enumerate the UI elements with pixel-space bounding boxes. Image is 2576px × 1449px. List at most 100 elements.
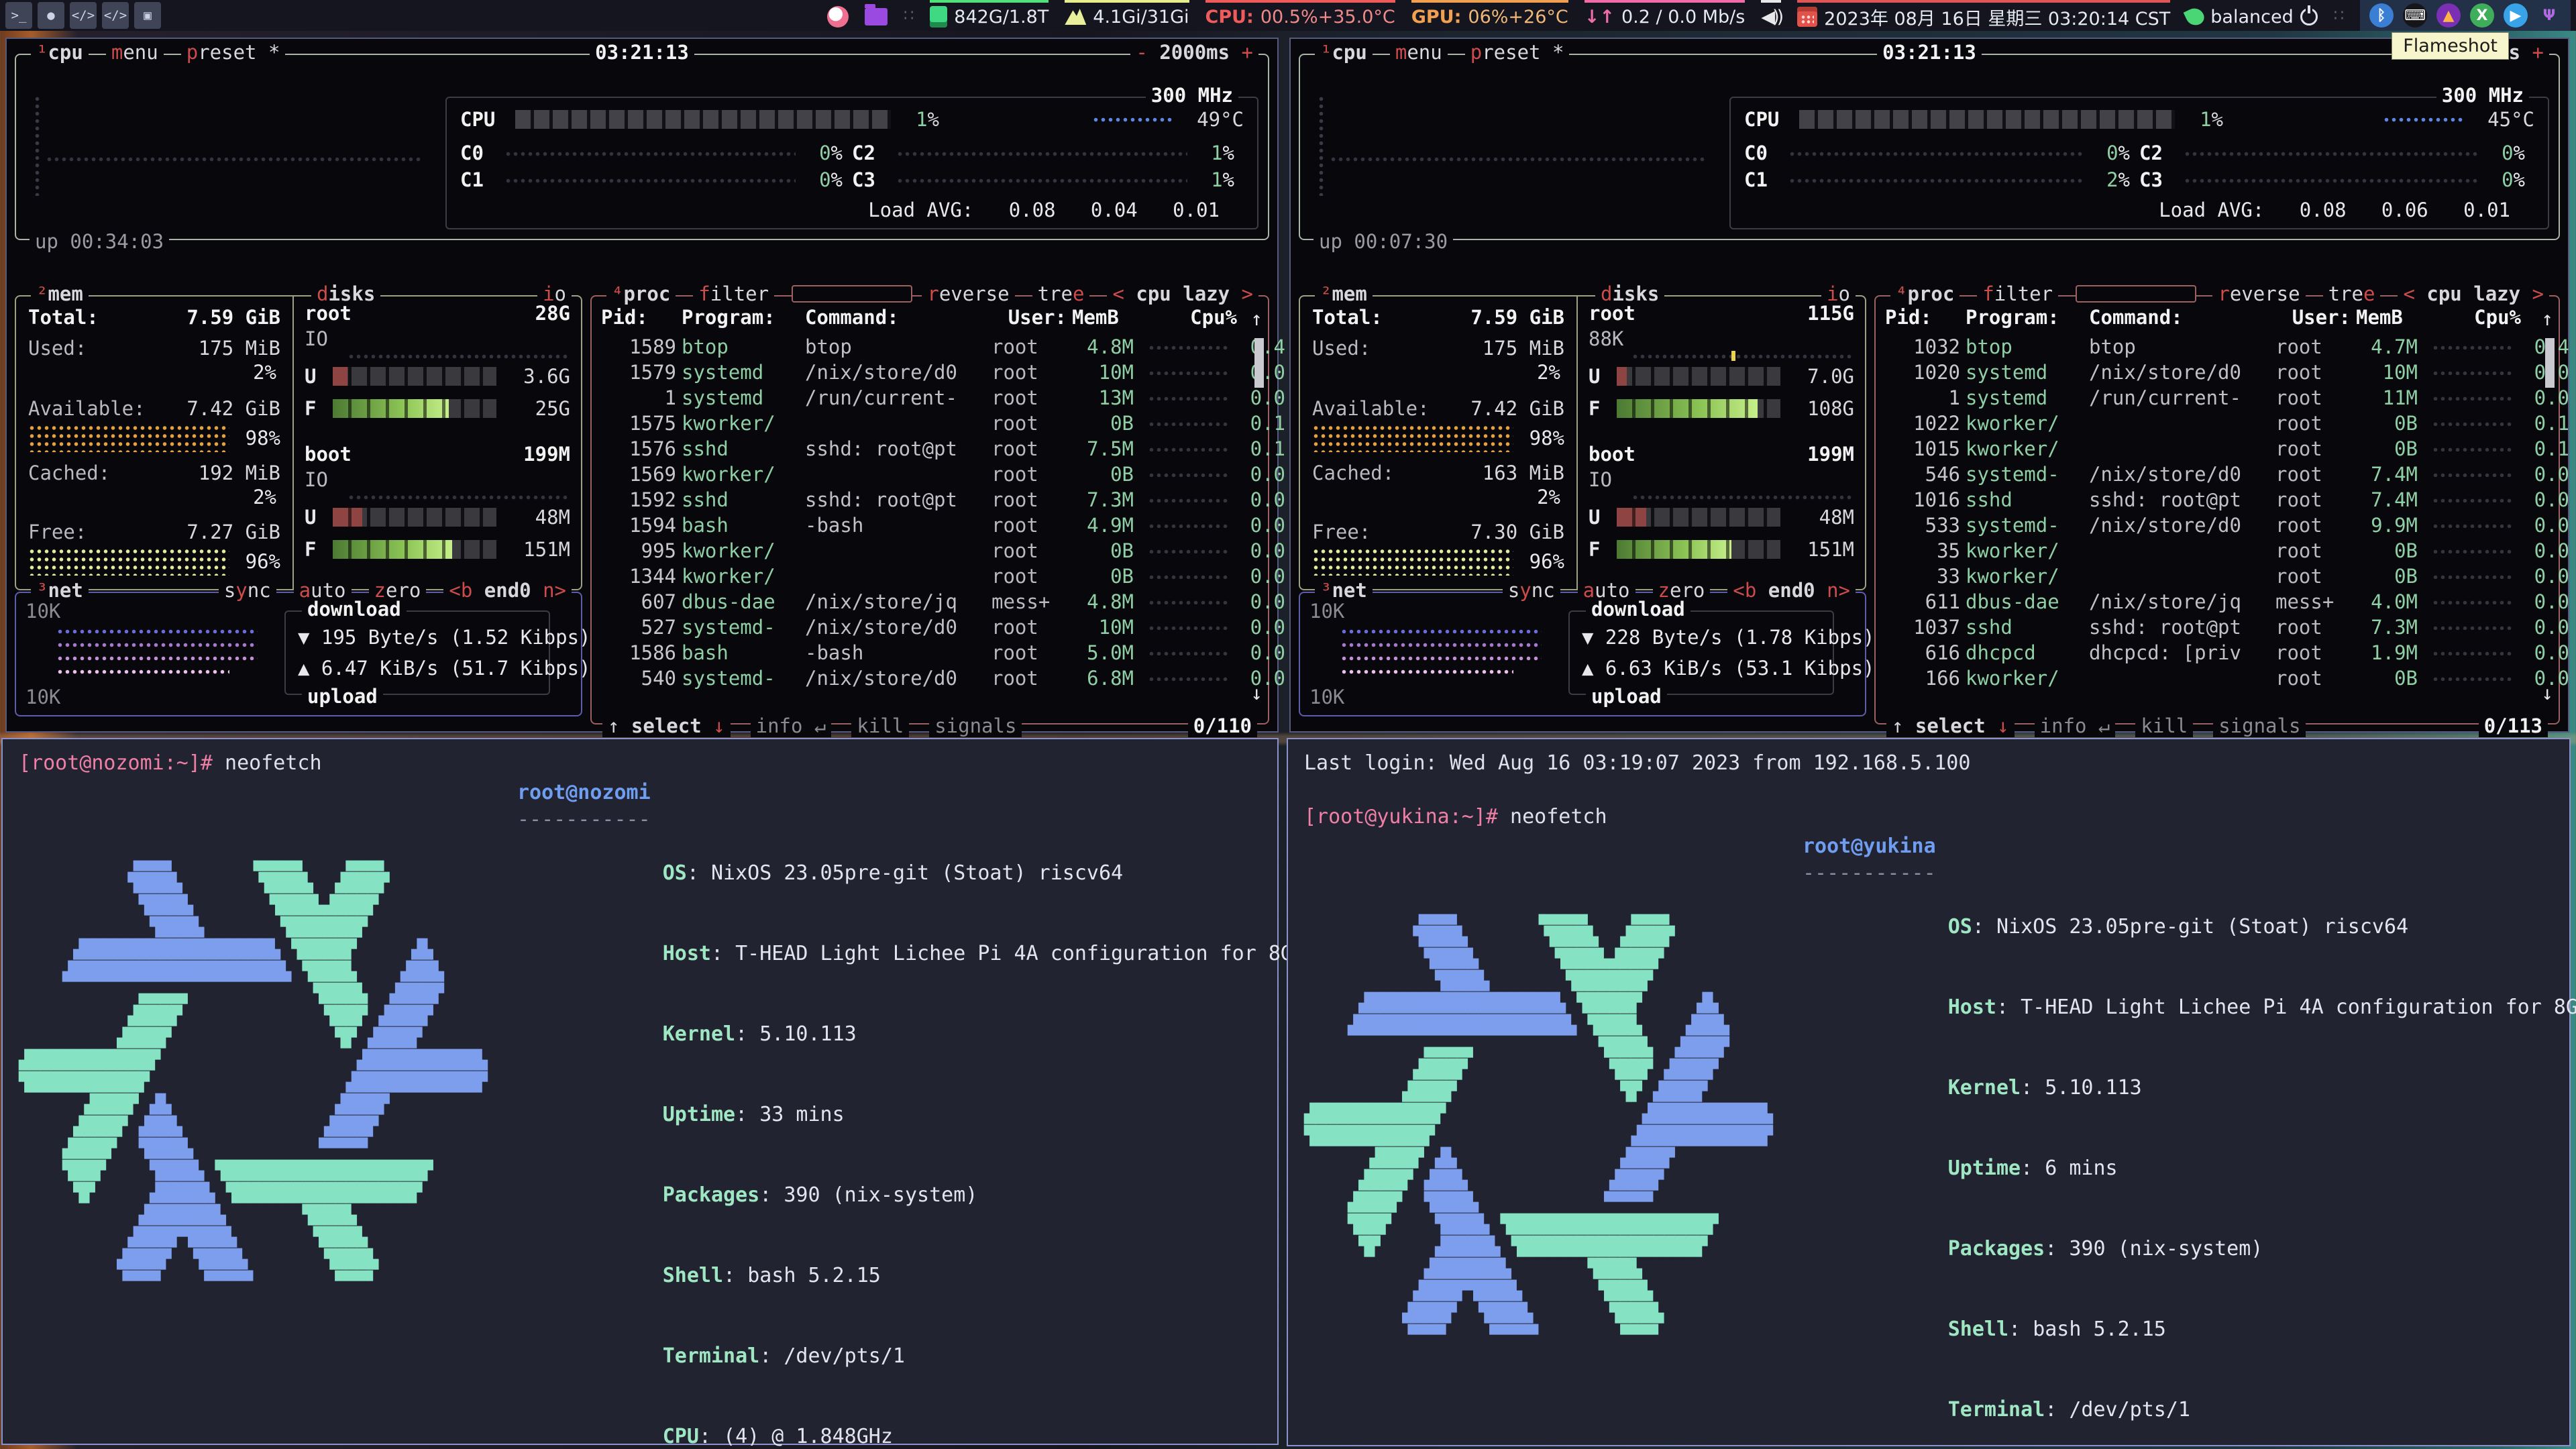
- launcher-icon[interactable]: ▣: [134, 2, 161, 29]
- preset-button[interactable]: preset *: [180, 41, 286, 64]
- menu-button[interactable]: menu: [1389, 41, 1448, 64]
- folder-icon[interactable]: [865, 0, 888, 31]
- preset-button[interactable]: preset *: [1464, 41, 1570, 64]
- gpu-widget[interactable]: GPU: 06%+26°C: [1411, 0, 1568, 31]
- process-row[interactable]: 1015 kworker/ root 0B 0.1: [1913, 437, 2569, 460]
- network-widget[interactable]: ↓↑ 0.2 / 0.0 Mb/s: [1584, 0, 1746, 31]
- info-control[interactable]: info ↵: [2034, 714, 2116, 737]
- clock-widget[interactable]: 2023年 08月 16日 星期三 03:20:14 CST: [1797, 0, 2171, 31]
- column-header[interactable]: Cpu%: [2474, 306, 2521, 329]
- net-interface-selector[interactable]: <b end0 n>: [443, 579, 572, 602]
- process-row[interactable]: 1575 kworker/ root 0B 0.1: [629, 412, 1285, 435]
- info-control[interactable]: info ↵: [750, 714, 832, 737]
- reverse-button[interactable]: reverse: [922, 282, 1015, 305]
- sort-direction-icon[interactable]: ↑: [1250, 307, 1263, 330]
- mem-panel-title[interactable]: ²mem: [1315, 282, 1373, 305]
- process-row[interactable]: 995 kworker/ root 0B 0.0: [641, 539, 1285, 562]
- net-panel-title[interactable]: ³net: [31, 579, 89, 602]
- tree-button[interactable]: tree: [2322, 282, 2381, 305]
- process-row[interactable]: 1016 sshd sshd: root@pt root 7.4M 0.0: [1913, 488, 2569, 511]
- process-row[interactable]: 1 systemd /run/current- root 13M 0.0: [664, 386, 1285, 409]
- power-profile-widget[interactable]: balanced: [2183, 0, 2318, 31]
- kill-control[interactable]: kill: [851, 714, 910, 737]
- process-row[interactable]: 166 kworker/ root 0B 0.0: [1925, 667, 2569, 690]
- reverse-button[interactable]: reverse: [2212, 282, 2306, 305]
- tree-button[interactable]: tree: [1032, 282, 1090, 305]
- column-header[interactable]: Cpu%: [1190, 306, 1237, 329]
- scroll-down-icon[interactable]: ↓: [1250, 682, 1263, 704]
- drag-handle-icon[interactable]: ∷: [904, 6, 914, 25]
- tray-icon[interactable]: ⌨: [2403, 3, 2427, 28]
- filter-input[interactable]: [2076, 285, 2197, 303]
- disk-widget[interactable]: 842G/1.8T: [930, 0, 1049, 31]
- select-control[interactable]: ↑ select ↓: [1886, 714, 2015, 737]
- launcher-icon[interactable]: >_: [5, 2, 32, 29]
- column-header[interactable]: Program:: [1966, 306, 2059, 329]
- process-row[interactable]: 533 systemd- /nix/store/d0 root 9.9M 0.0: [1925, 514, 2569, 537]
- column-header[interactable]: Pid:: [1885, 306, 1932, 329]
- column-header[interactable]: MemB: [2356, 306, 2403, 329]
- mem-panel-title[interactable]: ²mem: [31, 282, 89, 305]
- sort-selector[interactable]: < cpu lazy >: [1107, 282, 1258, 305]
- process-row[interactable]: 611 dbus-dae /nix/store/jq mess+ 4.0M 0.…: [1925, 590, 2569, 613]
- volume-widget[interactable]: ◀)): [1761, 0, 1784, 31]
- process-row[interactable]: 1344 kworker/ root 0B 0.0: [629, 565, 1285, 588]
- process-row[interactable]: 1594 bash -bash root 4.9M 0.0: [629, 514, 1285, 537]
- tray-icon[interactable]: X: [2470, 3, 2494, 28]
- terminal[interactable]: [root@nozomi:~]# neofetch ▗▄▄▄ ▗▄▄▄▄ ▄▄▄…: [3, 739, 1353, 1448]
- disks-panel-title[interactable]: disks: [311, 282, 381, 305]
- process-row[interactable]: 35 kworker/ root 0B 0.0: [1937, 539, 2569, 562]
- column-header[interactable]: User:: [2292, 306, 2351, 329]
- scroll-down-icon[interactable]: ↓: [2541, 682, 2553, 704]
- process-row[interactable]: 1020 systemd /nix/store/d0 root 10M 0.0: [1885, 360, 2569, 385]
- sort-direction-icon[interactable]: ↑: [2541, 307, 2553, 330]
- column-header[interactable]: Pid:: [601, 306, 648, 329]
- menu-button[interactable]: menu: [105, 41, 164, 64]
- tray-icon[interactable]: ᛒ: [2369, 3, 2394, 28]
- launcher-icon[interactable]: </>: [102, 2, 129, 29]
- process-row[interactable]: 1037 sshd sshd: root@pt root 7.3M 0.0: [1913, 616, 2569, 639]
- proc-panel-title[interactable]: ⁴proc: [1890, 282, 1960, 305]
- filter-button[interactable]: filter: [1977, 282, 2059, 305]
- net-panel-title[interactable]: ³net: [1315, 579, 1373, 602]
- cpu-widget[interactable]: CPU: 00.5%+35.0°C: [1205, 0, 1395, 31]
- kill-control[interactable]: kill: [2135, 714, 2194, 737]
- tray-icon[interactable]: Ψ: [2542, 7, 2556, 24]
- tray-icon[interactable]: ▲: [2436, 3, 2461, 28]
- column-header[interactable]: Command:: [805, 306, 899, 329]
- cpu-panel-title[interactable]: ¹cpu: [1315, 41, 1373, 64]
- net-sync-button[interactable]: sync: [1502, 579, 1560, 602]
- column-header[interactable]: Command:: [2089, 306, 2183, 329]
- filter-button[interactable]: filter: [693, 282, 775, 305]
- launcher-icon[interactable]: ●: [38, 2, 64, 29]
- io-toggle[interactable]: io: [1821, 282, 1856, 305]
- disks-panel-title[interactable]: disks: [1595, 282, 1665, 305]
- scrollbar[interactable]: [2545, 338, 2555, 388]
- process-row[interactable]: 1 systemd /run/current- root 11M 0.0: [1948, 386, 2569, 409]
- signals-control[interactable]: signals: [2213, 714, 2306, 737]
- drag-handle-icon[interactable]: ∷: [2333, 6, 2344, 25]
- process-row[interactable]: 1589 btop btop root 4.8M 0.4: [629, 335, 1285, 358]
- process-row[interactable]: 527 systemd- /nix/store/d0 root 10M 0.0: [641, 616, 1285, 639]
- process-row[interactable]: 1032 btop btop root 4.7M 0.4: [1885, 334, 2569, 360]
- scrollbar[interactable]: [1254, 338, 1264, 388]
- sort-selector[interactable]: < cpu lazy >: [2398, 282, 2549, 305]
- process-row[interactable]: 616 dhcpcd dhcpcd: [priv root 1.9M 0.0: [1925, 641, 2569, 664]
- process-row[interactable]: 1569 kworker/ root 0B 0.0: [629, 463, 1285, 486]
- select-control[interactable]: ↑ select ↓: [602, 714, 731, 737]
- column-header[interactable]: MemB: [1072, 306, 1119, 329]
- proc-panel-title[interactable]: ⁴proc: [606, 282, 676, 305]
- process-row[interactable]: 1022 kworker/ root 0B 0.1: [1913, 412, 2569, 435]
- process-row[interactable]: 546 systemd- /nix/store/d0 root 7.4M 0.0: [1925, 463, 2569, 486]
- net-sync-button[interactable]: sync: [218, 579, 276, 602]
- memory-widget[interactable]: 4.1Gi/31Gi: [1065, 0, 1189, 31]
- io-toggle[interactable]: io: [537, 282, 572, 305]
- filter-input[interactable]: [792, 285, 913, 303]
- column-header[interactable]: User:: [1008, 306, 1067, 329]
- process-row[interactable]: 33 kworker/ root 0B 0.0: [1937, 565, 2569, 588]
- launcher-icon[interactable]: </>: [70, 2, 97, 29]
- process-row[interactable]: 1586 bash -bash root 5.0M 0.0: [629, 641, 1285, 664]
- net-interface-selector[interactable]: <b end0 n>: [1727, 579, 1856, 602]
- firefox-icon[interactable]: [827, 0, 849, 31]
- process-row[interactable]: 607 dbus-dae /nix/store/jq mess+ 4.8M 0.…: [641, 590, 1285, 613]
